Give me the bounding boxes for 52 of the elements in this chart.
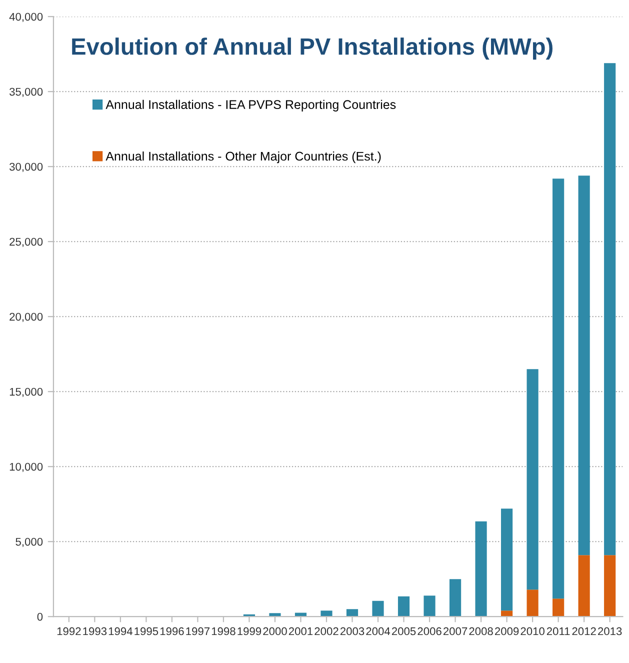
bar [475,521,487,617]
y-tick-label: 20,000 [10,312,43,322]
bar [526,369,538,590]
bar [552,178,564,599]
x-tick-label: 2012 [572,627,596,636]
x-tick-label: 2004 [366,627,390,636]
y-tick-label: 15,000 [10,388,43,398]
x-tick-label: 2002 [314,627,338,636]
x-tick-label: 2000 [263,627,287,636]
y-tick-label: 5,000 [16,538,43,548]
bar [269,613,281,617]
x-tick-label: 2005 [392,627,416,636]
x-tick-label: 1998 [212,627,236,636]
y-tick-label: 35,000 [9,88,43,98]
bar [320,610,332,617]
y-tick-label: 10,000 [10,462,43,472]
x-tick-label: 2011 [546,627,570,636]
x-tick-label: 2001 [288,627,313,636]
bar [604,63,616,556]
x-tick-label: 2006 [418,627,442,636]
bar [398,596,410,617]
bar [604,555,616,617]
x-tick-label: 1996 [160,627,184,636]
x-tick-label: 1997 [186,627,210,636]
x-tick-label: 2008 [469,627,493,636]
x-tick-label: 2003 [340,627,364,636]
x-tick-label: 2007 [443,627,468,636]
y-tick-label: 30,000 [9,162,43,172]
x-tick-label: 1994 [108,627,132,636]
bar [346,609,358,617]
bar [501,508,513,611]
bar [552,598,564,617]
x-tick-label: 1992 [57,627,81,636]
bar [424,596,436,617]
y-tick-label: 40,000 [9,12,43,22]
bar [526,590,538,617]
y-tick-label: 0 [37,612,43,621]
x-tick-label: 2010 [520,627,544,636]
x-tick-label: 2013 [598,627,622,636]
y-tick-label: 25,000 [10,238,43,248]
legend-label: Annual Installations - IEA PVPS Reporting Countries [106,100,396,112]
x-tick-label: 2009 [495,627,519,636]
bar [578,176,590,556]
bar [372,600,384,617]
x-tick-label: 1993 [83,627,107,636]
x-tick-label: 1995 [134,627,158,636]
bar [501,610,513,617]
bar [449,579,462,617]
legend-label: Annual Installations - Other Major Countries (Est.) [106,151,381,164]
x-tick-label: 1999 [238,627,262,636]
bar [578,555,590,617]
text: Evolution of Annual PV Installations (MWp) [72,38,552,60]
